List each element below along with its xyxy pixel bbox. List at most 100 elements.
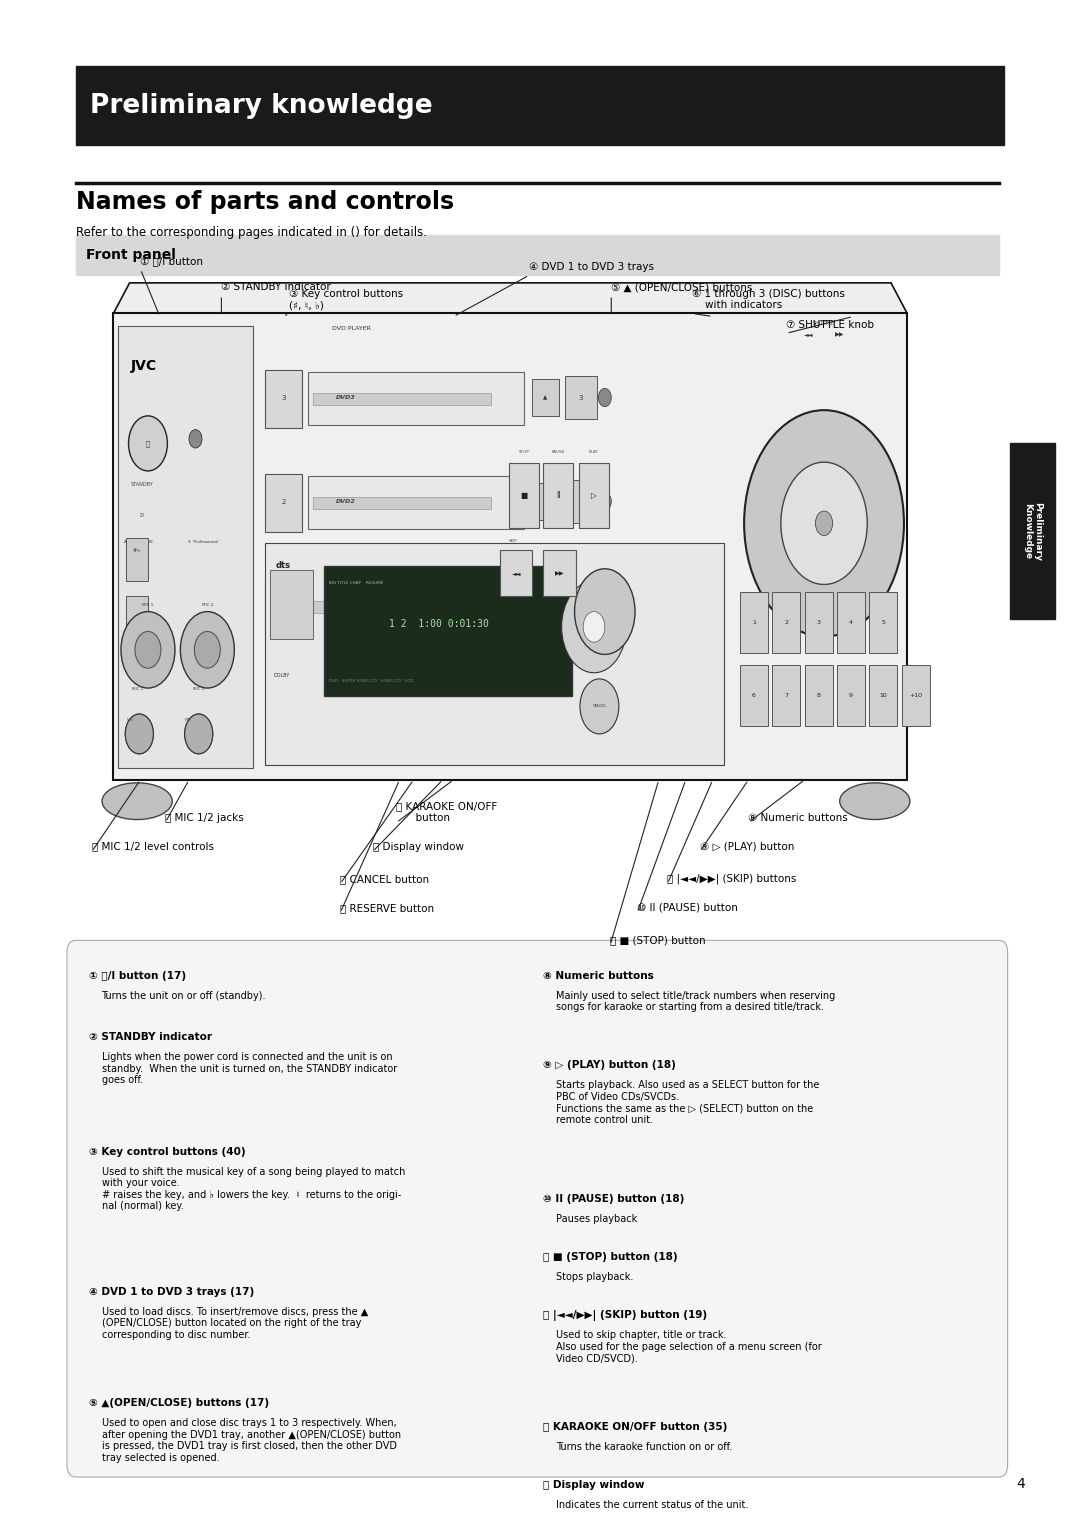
Text: ⑪ ■ (STOP) button: ⑪ ■ (STOP) button: [610, 934, 706, 945]
Circle shape: [135, 631, 161, 668]
Text: ▶▶: ▶▶: [555, 570, 564, 576]
Bar: [805, 592, 833, 653]
Text: Stops playback.: Stops playback.: [555, 1272, 633, 1283]
Text: Turns the unit on or off (standby).: Turns the unit on or off (standby).: [102, 991, 266, 1001]
FancyBboxPatch shape: [67, 940, 1008, 1477]
Text: #♮♭: #♮♭: [133, 547, 141, 553]
Text: PLAY: PLAY: [589, 450, 599, 454]
Bar: [308, 476, 524, 529]
Text: ④ DVD 1 to DVD 3 trays: ④ DVD 1 to DVD 3 trays: [529, 261, 654, 272]
Text: MIN: MIN: [185, 717, 191, 722]
Text: Preliminary
Knowledge: Preliminary Knowledge: [1023, 502, 1042, 561]
Text: STOP: STOP: [518, 450, 529, 454]
Text: DVD3: DVD3: [336, 394, 355, 401]
Text: II: II: [556, 491, 561, 500]
Bar: [869, 592, 897, 653]
Circle shape: [125, 714, 153, 754]
Text: ⑧ Numeric buttons: ⑧ Numeric buttons: [542, 971, 653, 982]
Circle shape: [185, 714, 213, 754]
Text: CANCEL: CANCEL: [592, 705, 607, 708]
Polygon shape: [113, 283, 907, 313]
Bar: [126, 596, 148, 639]
Text: PAUSE: PAUSE: [552, 450, 565, 454]
Bar: [579, 463, 609, 528]
Text: Used to skip chapter, title or track.
Also used for the page selection of a menu: Used to skip chapter, title or track. Al…: [555, 1330, 822, 1364]
Text: MIC 1: MIC 1: [132, 687, 143, 691]
Text: ⑮ RESERVE button: ⑮ RESERVE button: [340, 902, 434, 913]
Circle shape: [598, 388, 611, 407]
Text: Turns the karaoke function on or off.: Turns the karaoke function on or off.: [555, 1442, 732, 1453]
Text: MIC 2: MIC 2: [202, 602, 213, 607]
Text: ⑯ CANCEL button: ⑯ CANCEL button: [340, 873, 430, 884]
Text: 5-DVD: 5-DVD: [454, 642, 475, 648]
Bar: [805, 665, 833, 726]
Text: 5: 5: [881, 619, 886, 625]
Bar: [532, 379, 559, 416]
Text: ▲: ▲: [543, 394, 548, 401]
Circle shape: [189, 430, 202, 448]
Text: 1: 1: [579, 602, 583, 609]
Text: STANDBY: STANDBY: [131, 482, 153, 486]
Bar: [543, 463, 573, 528]
Text: ⑭ Display window: ⑭ Display window: [373, 841, 463, 852]
Text: Names of parts and controls: Names of parts and controls: [76, 190, 454, 214]
Text: 2: 2: [784, 619, 788, 625]
Text: DVD · SUPER VIDEO CD · VIDEO CD · VCD: DVD · SUPER VIDEO CD · VIDEO CD · VCD: [329, 679, 414, 683]
Text: ⏻: ⏻: [146, 440, 150, 446]
Bar: [265, 543, 724, 764]
Text: ② STANDBY indicator: ② STANDBY indicator: [89, 1032, 212, 1043]
Text: ⏻/|: ⏻/|: [139, 512, 145, 517]
Text: ■: ■: [521, 491, 527, 500]
Bar: [308, 372, 524, 425]
Bar: [740, 592, 768, 653]
Text: ⑩ II (PAUSE) button: ⑩ II (PAUSE) button: [637, 902, 738, 913]
Circle shape: [121, 612, 175, 688]
Text: ⑨ ▷ (PLAY) button (18): ⑨ ▷ (PLAY) button (18): [542, 1061, 676, 1070]
Circle shape: [180, 612, 234, 688]
Text: ◄◄: ◄◄: [804, 332, 813, 336]
Bar: [837, 592, 865, 653]
Circle shape: [562, 581, 626, 673]
Bar: [313, 393, 491, 405]
Text: ⑱ MIC 1/2 level controls: ⑱ MIC 1/2 level controls: [92, 841, 214, 852]
Bar: [500, 550, 532, 596]
Text: ⑬ KARAOKE ON/OFF
      button: ⑬ KARAOKE ON/OFF button: [396, 801, 498, 823]
Text: Used to open and close disc trays 1 to 3 respectively. When,
after opening the D: Used to open and close disc trays 1 to 3…: [102, 1419, 401, 1463]
Text: Used to shift the musical key of a song being played to match
with your voice.
#: Used to shift the musical key of a song …: [102, 1167, 405, 1211]
Text: 1: 1: [752, 619, 756, 625]
Text: 4: 4: [1016, 1477, 1025, 1491]
Circle shape: [129, 416, 167, 471]
Text: ⑪ ■ (STOP) button (18): ⑪ ■ (STOP) button (18): [542, 1252, 677, 1263]
Text: +10: +10: [909, 693, 922, 699]
Text: ⑩ II (PAUSE) button (18): ⑩ II (PAUSE) button (18): [542, 1194, 684, 1205]
Text: Refer to the corresponding pages indicated in () for details.: Refer to the corresponding pages indicat…: [76, 226, 427, 240]
Bar: [313, 601, 491, 613]
Text: DVD PLAYER: DVD PLAYER: [332, 326, 370, 330]
Bar: [270, 570, 313, 639]
Text: ② STANDBY indicator: ② STANDBY indicator: [221, 281, 332, 292]
Bar: [118, 326, 253, 768]
Bar: [532, 587, 559, 624]
Text: SKIP: SKIP: [509, 538, 517, 543]
Circle shape: [575, 569, 635, 654]
Bar: [565, 480, 597, 523]
Text: 1 2  1:00 0:01:30: 1 2 1:00 0:01:30: [389, 619, 488, 630]
Bar: [565, 376, 597, 419]
Bar: [532, 483, 559, 520]
Text: 1: 1: [281, 602, 286, 609]
Text: ⑬ KARAOKE ON/OFF button (35): ⑬ KARAOKE ON/OFF button (35): [542, 1422, 727, 1433]
Text: Front panel: Front panel: [86, 248, 176, 263]
Text: MIC 2: MIC 2: [193, 687, 204, 691]
Circle shape: [185, 714, 213, 754]
Text: 6: 6: [752, 693, 756, 699]
Text: ③ Key control buttons (40): ③ Key control buttons (40): [89, 1147, 245, 1157]
Bar: [543, 550, 576, 596]
Text: DOLBY: DOLBY: [273, 673, 289, 677]
Text: 8: 8: [816, 693, 821, 699]
Text: X  Professional: X Professional: [188, 540, 218, 544]
Text: 7: 7: [784, 693, 788, 699]
Text: Lights when the power cord is connected and the unit is on
standby.  When the un: Lights when the power cord is connected …: [102, 1052, 396, 1086]
Text: MIC 1: MIC 1: [143, 602, 153, 607]
Text: ⑤ ▲ (OPEN/CLOSE) buttons: ⑤ ▲ (OPEN/CLOSE) buttons: [611, 281, 753, 292]
Text: BIG TITLE CHAP    RESUME: BIG TITLE CHAP RESUME: [329, 581, 383, 586]
